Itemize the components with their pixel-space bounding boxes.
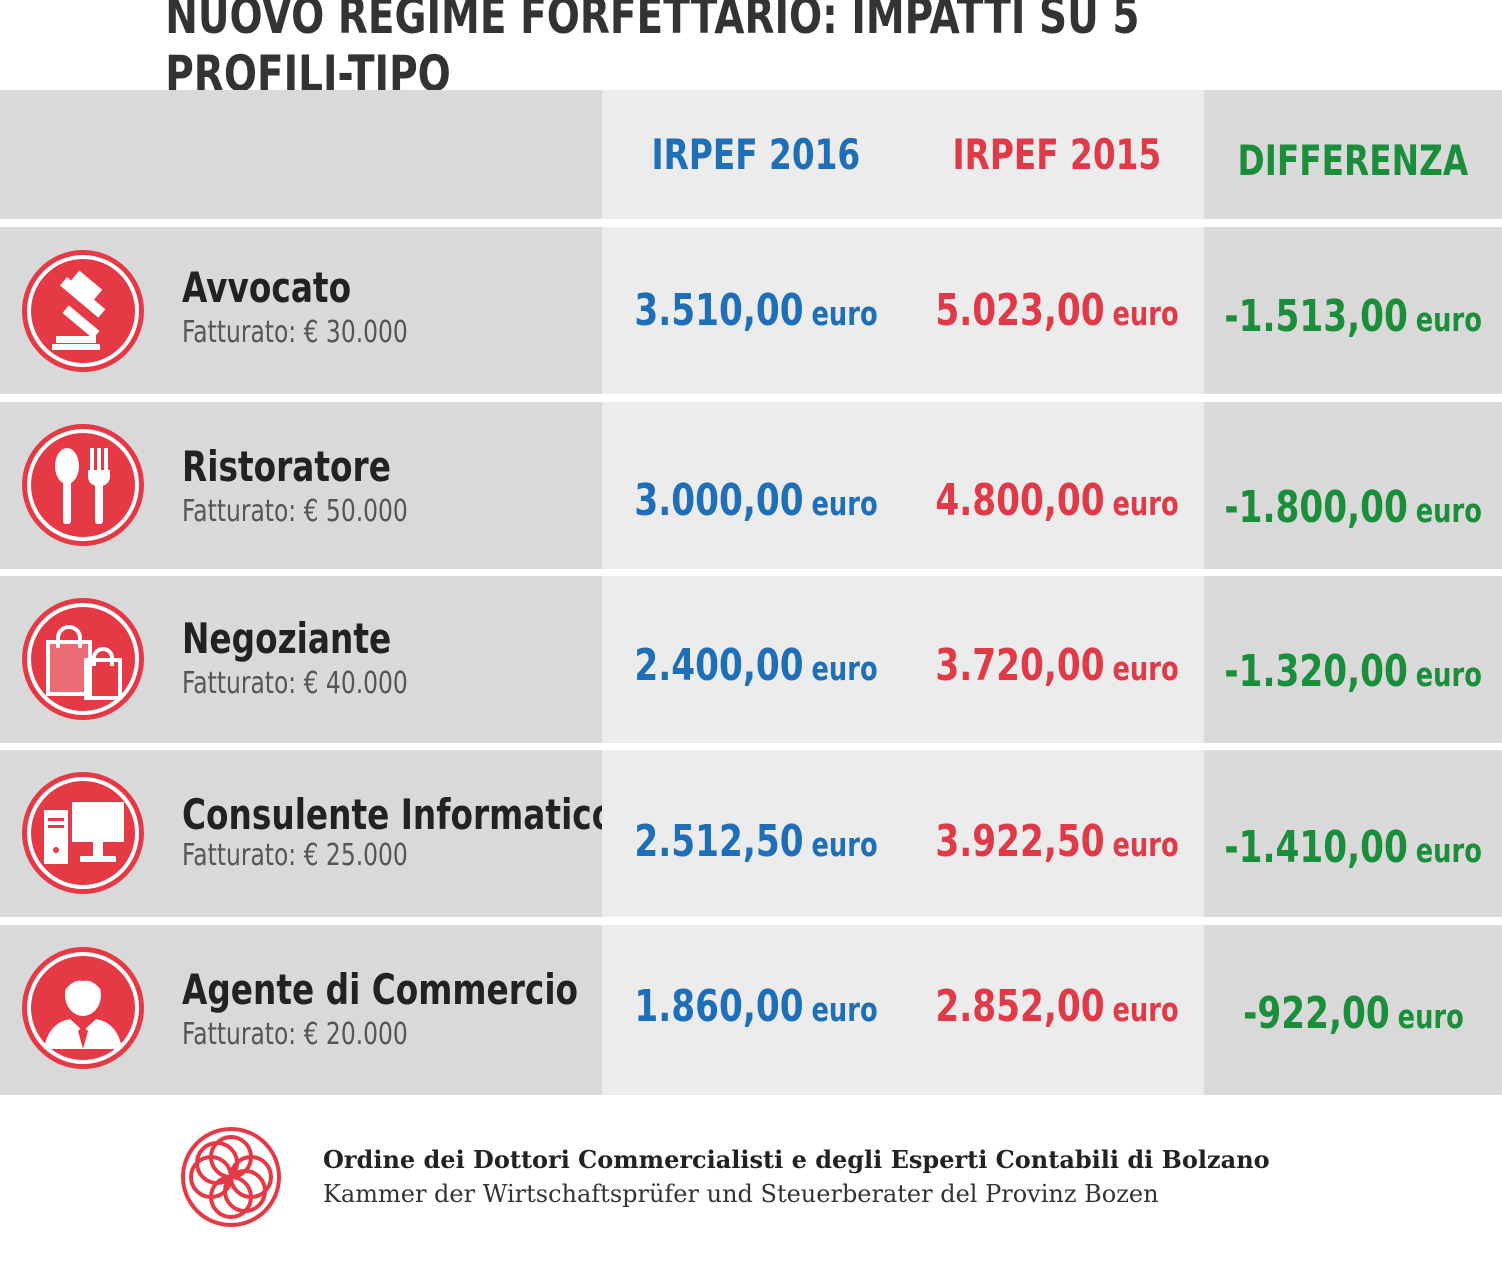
differenza-amount: -1.320,00 — [1224, 646, 1408, 697]
irpef-2015-value: 4.800,00 euro — [910, 402, 1204, 569]
profile-cell: Negoziante Fatturato: € 40.000 — [0, 576, 602, 743]
irpef-2016-value: 2.400,00 euro — [602, 576, 910, 743]
differenza-amount: -922,00 — [1242, 987, 1390, 1039]
spoon-fork-icon — [20, 422, 146, 548]
irpef-2015-value: 2.852,00 euro — [910, 925, 1204, 1095]
irpef-2015-amount: 4.800,00 — [935, 475, 1105, 526]
unit-label: euro — [1415, 655, 1482, 694]
irpef-2016-amount: 2.512,50 — [634, 816, 804, 867]
unit-label: euro — [1415, 491, 1482, 530]
table-row: Consulente Informatico Fatturato: € 25.0… — [0, 750, 1502, 917]
irpef-2015-amount: 2.852,00 — [935, 980, 1105, 1032]
profile-cell: Ristoratore Fatturato: € 50.000 — [0, 402, 602, 569]
irpef-2015-amount: 3.720,00 — [935, 640, 1105, 691]
differenza-value: -1.513,00 euro — [1204, 227, 1502, 394]
profile-fatturato: Fatturato: € 50.000 — [182, 494, 408, 529]
unit-label: euro — [1112, 649, 1179, 688]
page-title: NUOVO REGIME FORFETTARIO: IMPATTI SU 5 P… — [165, 0, 1140, 103]
person-icon — [20, 945, 146, 1071]
unit-label: euro — [811, 825, 878, 864]
table-row: Agente di Commercio Fatturato: € 20.000 … — [0, 925, 1502, 1095]
profile-cell: Consulente Informatico Fatturato: € 25.0… — [0, 750, 614, 917]
unit-label: euro — [1112, 484, 1179, 523]
irpef-2016-amount: 3.510,00 — [634, 285, 804, 336]
unit-label: euro — [811, 294, 878, 333]
profile-fatturato: Fatturato: € 40.000 — [182, 666, 408, 701]
unit-label: euro — [1415, 300, 1482, 339]
profile-name: Agente di Commercio — [182, 965, 579, 1014]
irpef-2016-value: 3.000,00 euro — [602, 402, 910, 569]
header-irpef-2015: IRPEF 2015 — [910, 90, 1204, 219]
profile-fatturato: Fatturato: € 30.000 — [182, 315, 408, 350]
irpef-2016-amount: 3.000,00 — [634, 475, 804, 526]
footer-organization-it: Ordine dei Dottori Commercialisti e degl… — [323, 1145, 1270, 1174]
irpef-2016-amount: 1.860,00 — [634, 980, 804, 1032]
computer-icon — [20, 770, 146, 896]
header-irpef-2016-label: IRPEF 2016 — [651, 130, 861, 179]
irpef-2015-amount: 5.023,00 — [935, 285, 1105, 336]
irpef-2016-value: 3.510,00 euro — [602, 227, 910, 394]
odcec-logo-icon — [178, 1124, 284, 1230]
unit-label: euro — [811, 649, 878, 688]
header-empty-cell — [0, 90, 602, 219]
differenza-value: -1.800,00 euro — [1204, 402, 1502, 569]
footer-organization-de: Kammer der Wirtschaftsprüfer und Steuerb… — [323, 1180, 1159, 1208]
unit-label: euro — [1112, 825, 1179, 864]
profile-fatturato: Fatturato: € 20.000 — [182, 1017, 408, 1052]
differenza-value: -922,00 euro — [1204, 925, 1502, 1095]
differenza-value: -1.410,00 euro — [1204, 750, 1502, 917]
profile-name: Consulente Informatico — [182, 790, 615, 839]
header-irpef-2016: IRPEF 2016 — [602, 90, 910, 219]
header-irpef-2015-label: IRPEF 2015 — [952, 130, 1162, 179]
header-differenza: DIFFERENZA — [1204, 90, 1502, 219]
irpef-2015-value: 3.720,00 euro — [910, 576, 1204, 743]
differenza-amount: -1.800,00 — [1224, 482, 1408, 533]
table-row: Avvocato Fatturato: € 30.000 3.510,00 eur… — [0, 227, 1502, 394]
profile-name: Avvocato — [182, 263, 352, 312]
irpef-2016-value: 2.512,50 euro — [602, 750, 910, 917]
profile-name: Negoziante — [182, 614, 392, 663]
differenza-amount: -1.513,00 — [1224, 291, 1408, 342]
gavel-icon — [20, 248, 146, 374]
unit-label: euro — [811, 484, 878, 523]
table-row: Negoziante Fatturato: € 40.000 2.400,00 e… — [0, 576, 1502, 743]
profile-cell: Avvocato Fatturato: € 30.000 — [0, 227, 602, 394]
header-differenza-label: DIFFERENZA — [1237, 136, 1469, 185]
profile-cell: Agente di Commercio Fatturato: € 20.000 — [0, 925, 602, 1095]
profile-fatturato: Fatturato: € 25.000 — [182, 838, 408, 873]
table-row: Ristoratore Fatturato: € 50.000 3.000,00… — [0, 402, 1502, 569]
unit-label: euro — [1397, 996, 1464, 1036]
irpef-2015-value: 5.023,00 euro — [910, 227, 1204, 394]
unit-label: euro — [1112, 294, 1179, 333]
unit-label: euro — [811, 989, 878, 1029]
irpef-2016-amount: 2.400,00 — [634, 640, 804, 691]
irpef-2015-amount: 3.922,50 — [935, 816, 1105, 867]
irpef-2016-value: 1.860,00 euro — [602, 925, 910, 1095]
unit-label: euro — [1112, 989, 1179, 1029]
table-header: IRPEF 2016 IRPEF 2015 DIFFERENZA — [0, 90, 1502, 219]
irpef-2015-value: 3.922,50 euro — [910, 750, 1204, 917]
unit-label: euro — [1415, 831, 1482, 870]
shopping-bags-icon — [20, 596, 146, 722]
profile-name: Ristoratore — [182, 442, 391, 491]
differenza-amount: -1.410,00 — [1224, 822, 1408, 873]
differenza-value: -1.320,00 euro — [1204, 576, 1502, 743]
